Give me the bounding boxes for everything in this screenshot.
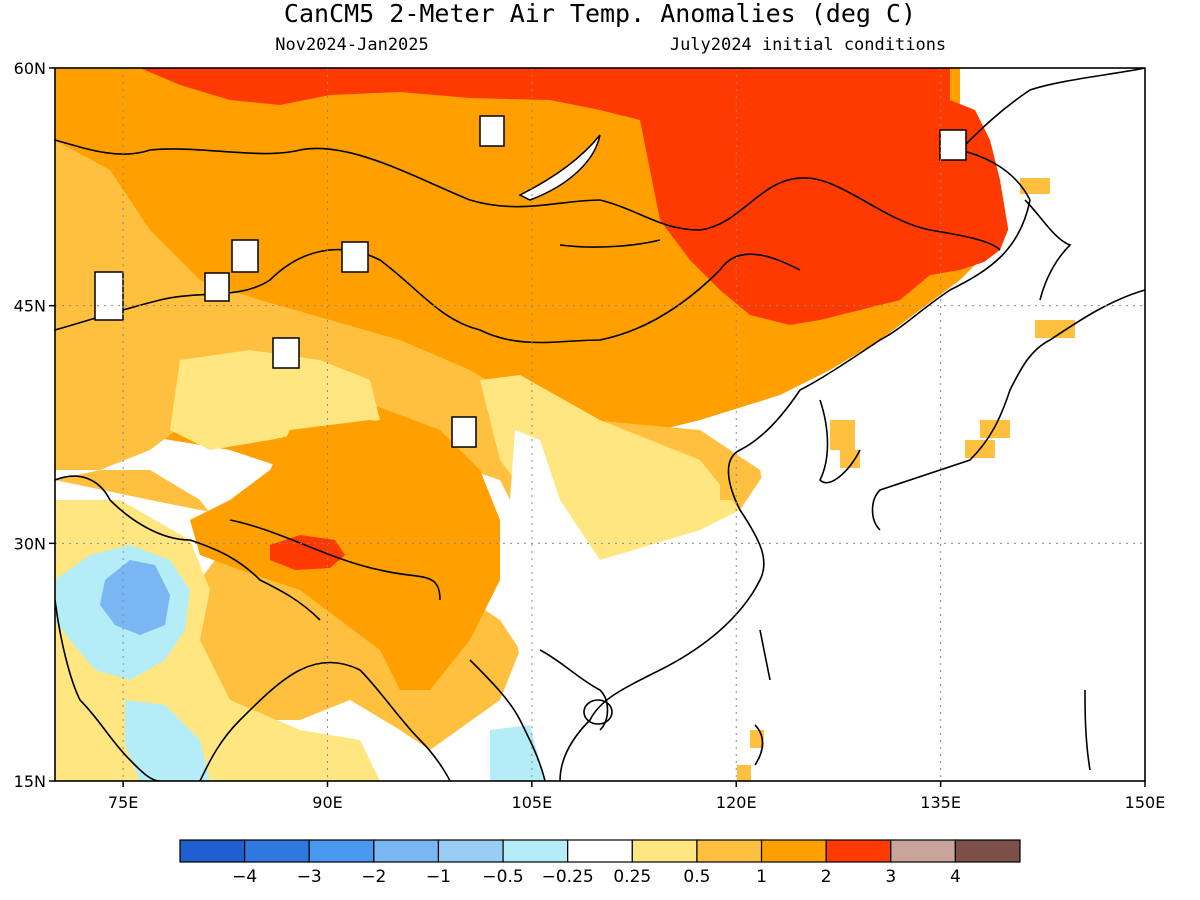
colorbar-bin-8	[696, 839, 763, 863]
lon-tick-label-4: 135E	[920, 793, 961, 812]
lat-tick-label-0: 60N	[14, 59, 46, 78]
colorbar-label-2: −2	[361, 867, 386, 887]
colorbar-bin-4	[437, 839, 504, 863]
japan-korea-fringe	[720, 178, 1075, 781]
colorbar-bin-3	[373, 839, 440, 863]
colorbar-label-9: 2	[821, 867, 832, 887]
colorbar-bin-9	[760, 839, 827, 863]
colorbar-label-3: −1	[426, 867, 451, 887]
colorbar-bin-6	[567, 839, 633, 863]
lon-tick-label-0: 75E	[108, 793, 138, 812]
hainan-taiwan	[583, 629, 771, 725]
colorbar-label-7: 0.5	[683, 867, 710, 887]
colorbar-label-8: 1	[756, 867, 767, 887]
colorbar-bin-5	[502, 839, 569, 863]
colorbar-bin-7	[631, 839, 698, 863]
longitude-axis: 75E 90E 105E 120E 135E 150E	[108, 781, 1165, 812]
latitude-axis: 60N 45N 30N 15N	[14, 59, 55, 791]
colorbar-label-10: 3	[885, 867, 896, 887]
anomaly-map	[55, 68, 1145, 781]
colorbar-bin-12	[954, 839, 1021, 863]
region-india-cooler	[100, 560, 170, 635]
colorbar-label-0: −4	[232, 867, 257, 887]
lon-tick-label-2: 105E	[512, 793, 553, 812]
map-frame	[54, 67, 1146, 782]
lon-tick-label-3: 120E	[716, 793, 757, 812]
colorbar-bin-10	[825, 839, 892, 863]
initial-conditions-subtitle: July2024 initial conditions	[670, 35, 946, 55]
lat-tick-label-1: 45N	[14, 297, 46, 316]
season-subtitle: Nov2024-Jan2025	[275, 35, 429, 55]
colorbar-bin-0	[179, 839, 246, 863]
lon-tick-label-1: 90E	[312, 793, 342, 812]
colorbar: −4 −3 −2 −1 −0.5 −0.25 0.25 0.5 1 2 3 4	[179, 839, 1021, 887]
colorbar-label-6: 0.25	[613, 867, 651, 887]
lat-tick-label-2: 30N	[14, 534, 46, 553]
colorbar-bin-2	[308, 839, 375, 863]
colorbar-label-4: −0.5	[482, 867, 523, 887]
lakes	[94, 115, 967, 448]
lat-tick-label-3: 15N	[14, 772, 46, 791]
chart-title: CanCM5 2-Meter Air Temp. Anomalies (deg …	[284, 0, 916, 28]
region-south-india-cool	[125, 700, 210, 781]
colorbar-bin-1	[244, 839, 310, 863]
region-tibet-hot-spot	[270, 535, 345, 570]
region-southeast-cool	[490, 725, 545, 781]
lon-tick-label-5: 150E	[1125, 793, 1166, 812]
colorbar-label-5: −0.25	[542, 867, 594, 887]
region-mongolia-northeast-china-hot	[140, 68, 1010, 325]
region-south-east-china-neutral	[510, 68, 1145, 781]
colorbar-label-1: −3	[297, 867, 322, 887]
colorbar-bin-11	[890, 839, 956, 863]
colorbar-label-11: 4	[950, 867, 961, 887]
